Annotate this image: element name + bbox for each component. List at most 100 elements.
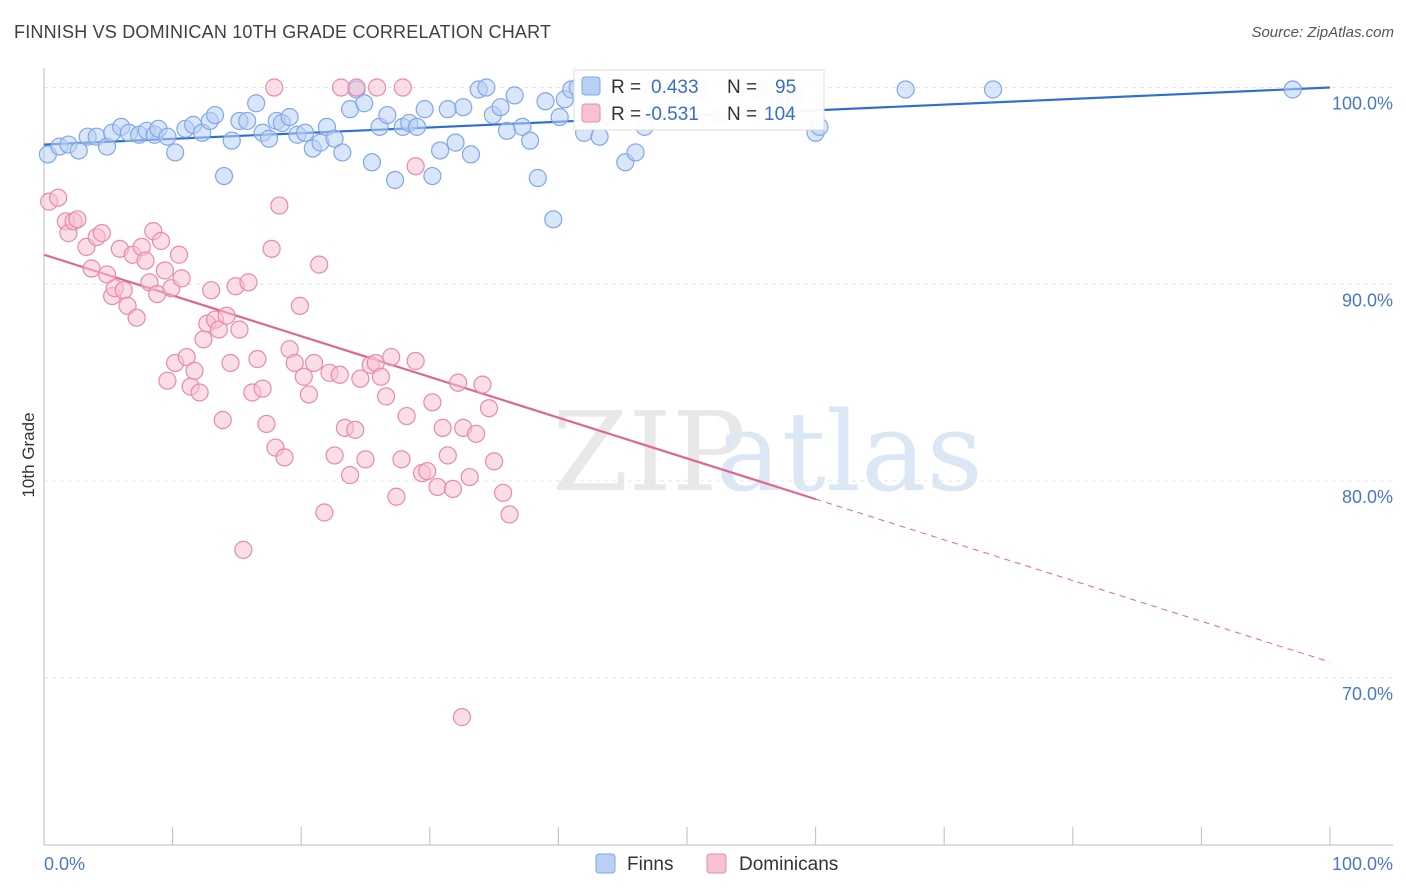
dominicans-point	[155, 261, 174, 280]
legend-label-finns: Finns	[627, 854, 673, 875]
dominicans-point	[387, 487, 406, 506]
finns-point	[222, 131, 241, 150]
finns-point	[362, 153, 382, 172]
trend-lines	[43, 86, 1331, 663]
stats-n-label-dominicans: N =	[727, 104, 757, 125]
watermark-zip: ZIP	[552, 388, 746, 516]
finns-point	[280, 107, 299, 127]
finns-point	[438, 100, 457, 119]
dominicans-point	[253, 379, 272, 398]
dominicans-point	[310, 255, 329, 274]
dominicans-point	[367, 78, 387, 97]
finns-point	[536, 92, 555, 111]
finns-point	[590, 127, 609, 146]
gridlines	[44, 87, 1393, 679]
dominicans-point	[217, 306, 236, 325]
finns-point	[626, 143, 645, 162]
finns-point	[513, 117, 532, 136]
finns-point	[415, 100, 434, 119]
finns-point	[491, 98, 510, 117]
dominicans-point	[500, 505, 519, 524]
finns-point	[205, 105, 225, 125]
stats-r-value-finns: 0.433	[651, 77, 699, 98]
watermark: ZIP atlas	[552, 388, 983, 516]
stats-box: R = 0.433 N = 95 R = -0.531 N = 104	[573, 69, 825, 131]
finns-point	[497, 121, 517, 140]
dominicans-point	[151, 231, 171, 251]
stats-n-value-dominicans: 104	[764, 104, 796, 125]
finns-point	[983, 80, 1003, 99]
dominicans-point	[485, 452, 504, 471]
stats-r-label-dominicans: R =	[611, 104, 641, 125]
finns-point	[355, 94, 374, 113]
dominicans-point	[275, 448, 294, 467]
finns-point	[333, 143, 352, 162]
dominicans-point	[340, 466, 360, 485]
finns-point	[259, 129, 279, 148]
dominicans-point	[433, 418, 452, 437]
y-tick-label: 100.0%	[1332, 94, 1393, 114]
dominicans-trend-line-extension	[815, 498, 1331, 663]
finns-point	[544, 210, 563, 229]
finns-point	[505, 86, 524, 105]
finns-point	[166, 143, 185, 162]
finns-point	[158, 127, 177, 146]
stats-r-label-finns: R =	[611, 77, 641, 98]
dominicans-point	[248, 349, 267, 369]
dominicans-point	[473, 375, 492, 394]
dominicans-point	[452, 708, 472, 727]
finns-point	[550, 107, 569, 127]
finns-point	[238, 111, 257, 131]
dominicans-point	[294, 367, 313, 386]
legend: Finns Dominicans	[595, 853, 838, 875]
finns-point	[407, 117, 427, 136]
dominicans-point	[239, 273, 258, 292]
chart-title: FINNISH VS DOMINICAN 10TH GRADE CORRELAT…	[14, 22, 552, 42]
dominicans-point	[423, 393, 442, 412]
y-tick-label: 80.0%	[1342, 487, 1393, 507]
dominicans-point	[392, 450, 411, 469]
dominicans-point	[382, 347, 401, 367]
dominicans-point	[172, 269, 191, 288]
finns-point	[454, 98, 473, 117]
stats-r-value-dominicans: -0.531	[645, 104, 699, 125]
finns-point	[430, 141, 450, 160]
dominicans-point	[371, 367, 391, 386]
dominicans-point	[393, 78, 412, 97]
legend-swatch-finns	[595, 853, 616, 874]
finns-point	[423, 166, 442, 186]
dominicans-point	[97, 265, 117, 284]
stats-n-label-finns: N =	[727, 77, 757, 98]
dominicans-point	[406, 351, 425, 371]
dominicans-point	[257, 414, 276, 434]
stats-swatch-dominicans	[581, 103, 601, 123]
dominicans-point	[346, 420, 365, 439]
dominicans-point	[418, 462, 437, 481]
dominicans-point	[466, 424, 486, 443]
finns-point	[446, 133, 465, 152]
dominicans-point	[230, 320, 249, 339]
dominicans-point	[169, 245, 189, 264]
dominicans-point	[428, 477, 447, 497]
dominicans-point	[209, 320, 228, 339]
dominicans-point	[49, 188, 68, 207]
dominicans-point	[190, 383, 209, 402]
finns-point	[521, 131, 540, 150]
dominicans-point	[299, 385, 319, 404]
dominicans-point	[213, 410, 232, 430]
dominicans-point	[194, 330, 213, 349]
dominicans-point	[438, 446, 457, 465]
dominicans-point	[325, 446, 344, 465]
finns-point	[461, 145, 481, 164]
dominicans-point	[158, 371, 177, 390]
dominicans-point	[330, 365, 349, 384]
finns-point	[247, 94, 266, 113]
dominicans-point	[262, 239, 281, 258]
dominicans-point	[356, 450, 375, 469]
legend-swatch-dominicans	[706, 853, 727, 874]
dominicans-point	[285, 353, 304, 373]
dominicans-point	[92, 224, 111, 243]
dominicans-point	[304, 353, 324, 373]
dominicans-point	[221, 353, 240, 373]
